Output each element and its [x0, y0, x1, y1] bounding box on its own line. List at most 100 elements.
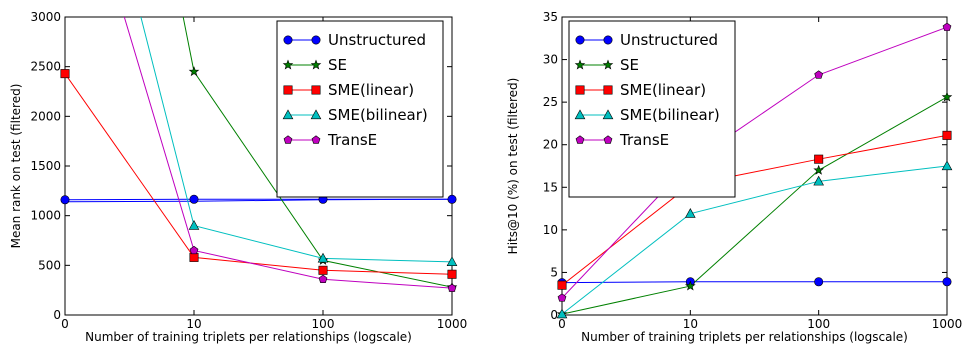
chart-2-legend-sme-bilinear-marker: [574, 109, 586, 120]
chart-1-legend-unstructured-label: Unstructured: [328, 31, 426, 49]
chart-2-legend-sme-linear-label: SME(linear): [620, 81, 706, 99]
chart-2-series-sme-bilinear-point: [556, 308, 568, 319]
chart-2-series-se-point: [685, 280, 696, 291]
chart-2-legend-unstructured-marker: [575, 35, 585, 45]
chart-2-series-unstructured-line: [562, 281, 947, 284]
chart-1-series-sme-bilinear-point: [317, 252, 329, 263]
chart-2-legend-transe-marker: [575, 135, 585, 144]
chart-1-legend-sme-bilinear-marker: [310, 109, 322, 120]
chart-1-series-sme-bilinear-point: [446, 256, 458, 266]
chart-1-series-transe-point: [447, 283, 457, 292]
chart-2-y-tick-label: 35: [543, 10, 558, 24]
chart-2: 0 5 10 15 20 25 30 35 0 10 100 1000 Number of traini…: [506, 10, 962, 344]
chart-2-y-axis-label: Hits@10 (%) on test (filtered): [506, 78, 520, 255]
chart-2-series-sme-bilinear-line: [562, 165, 947, 315]
chart-2-series-unstructured-point: [942, 277, 952, 287]
chart-2-series-transe-point: [814, 70, 824, 79]
chart-2-y-tick-label: 20: [543, 138, 558, 152]
chart-2-series-unstructured-point: [814, 277, 824, 287]
chart-2-series-se-line: [562, 96, 947, 315]
chart-2-series-transe-line: [562, 26, 947, 299]
chart-2-y-tick-label: 25: [543, 95, 558, 109]
chart-1-legend-transe-marker: [311, 135, 321, 144]
chart-2-x-axis-label: Number of training triplets per relation…: [581, 330, 908, 344]
chart-1-series-unstructured-point: [189, 194, 199, 204]
chart-2-x-tick-label: 0: [558, 317, 566, 331]
chart-2-series-transe-point: [942, 22, 952, 31]
chart-1-y-tick-label: 1000: [30, 209, 61, 223]
chart-2-series-se-point: [941, 91, 953, 102]
chart-1-series-sme-bilinear-line: [140, 17, 452, 263]
chart-1-series-sme-linear-line: [65, 73, 452, 275]
chart-1-legend-se-marker: [282, 59, 294, 70]
chart-1-y-tick-label: 3000: [30, 10, 61, 24]
chart-1-series-se-line: [182, 17, 452, 288]
chart-1-series-transe-line: [123, 17, 452, 289]
chart-2-legend-unstructured-label: Unstructured: [620, 31, 718, 49]
chart-2-y-tick-label: 15: [543, 180, 558, 194]
chart-1-x-tick-label: 100: [312, 317, 335, 331]
chart-1-series-sme-linear-point: [318, 265, 328, 275]
chart-1-legend-unstructured-marker: [311, 35, 321, 45]
chart-2-x-tick-label: 1000: [932, 317, 963, 331]
chart-2-legend-se-marker: [574, 59, 586, 70]
chart-1: 0 500 1000 1500 2000 2500 3000 0 10 100 1000 Number…: [9, 10, 468, 344]
chart-2-legend-transe-marker: [603, 135, 613, 144]
chart-2-legend-se-label: SE: [620, 56, 639, 74]
chart-1-series-unstructured-line: [65, 198, 452, 203]
chart-2-y-tick-label: 5: [550, 265, 558, 279]
chart-2-legend-unstructured-marker: [603, 35, 613, 45]
chart-2-y-tick-label: 10: [543, 223, 558, 237]
chart-2-legend-sme-bilinear-label: SME(bilinear): [620, 106, 720, 124]
chart-2-series-se-point: [813, 164, 824, 175]
chart-1-legend-se-marker: [310, 59, 322, 70]
chart-2-legend: Unstructured SE SME(linear) SME(bilinear) Tr…: [568, 20, 736, 198]
chart-2-y-tick-label: 0: [550, 308, 558, 322]
chart-1-x-axis-label: Number of training triplets per relation…: [85, 330, 412, 344]
chart-1-legend-sme-bilinear-label: SME(bilinear): [328, 106, 428, 124]
chart-2-series-sme-bilinear-point: [941, 160, 953, 171]
chart-1-series-unstructured-point: [60, 195, 70, 205]
chart-1-legend-sme-linear-marker: [283, 85, 293, 95]
chart-1-legend: Unstructured SE SME(linear) SME(bilinear) Tr…: [276, 20, 444, 198]
chart-1-legend-unstructured-marker: [283, 35, 293, 45]
chart-1-series-sme-linear-point: [60, 69, 70, 79]
chart-1-y-tick-label: 500: [38, 258, 61, 272]
chart-1-x-tick-label: 10: [186, 317, 201, 331]
chart-1-series-sme-bilinear-point: [188, 219, 200, 230]
chart-1-y-tick-label: 2000: [30, 109, 61, 123]
chart-2-legend-sme-linear-marker: [603, 85, 613, 95]
chart-1-series-sme-linear-point: [189, 252, 199, 262]
chart-2-x-tick-label: 100: [807, 317, 830, 331]
chart-1-y-tick-label: 0: [53, 308, 61, 322]
chart-1-x-tick-label: 0: [61, 317, 69, 331]
chart-1-y-tick-label: 2500: [30, 60, 61, 74]
chart-1-legend-transe-marker: [283, 135, 293, 144]
chart-2-series-sme-linear-point: [942, 130, 952, 140]
chart-2-series-transe-point: [557, 293, 567, 302]
chart-1-series-transe-point: [318, 274, 328, 283]
chart-1-y-tick-label: 1500: [30, 159, 61, 173]
chart-1-series-se-point: [188, 66, 200, 77]
chart-2-y-tick-label: 30: [543, 53, 558, 67]
chart-1-legend-sme-linear-marker: [311, 85, 321, 95]
chart-1-y-axis-label: Mean rank on test (filtered): [9, 84, 23, 249]
chart-1-legend-sme-bilinear-marker: [282, 109, 294, 120]
chart-2-legend-se-marker: [602, 59, 614, 70]
chart-1-legend-sme-linear-label: SME(linear): [328, 81, 414, 99]
chart-1-legend-transe-label: TransE: [327, 131, 377, 149]
chart-2-legend-sme-linear-marker: [575, 85, 585, 95]
chart-2-legend-sme-bilinear-marker: [602, 109, 614, 120]
chart-1-legend-se-label: SE: [328, 56, 347, 74]
chart-2-plot-area: [562, 26, 947, 315]
chart-1-series-sme-linear-point: [447, 269, 457, 279]
chart-1-x-tick-label: 1000: [437, 317, 468, 331]
chart-2-x-tick-label: 10: [683, 317, 698, 331]
chart-2-series-sme-linear-point: [814, 154, 824, 164]
chart-2-series-sme-bilinear-point: [813, 175, 824, 186]
chart-1-series-unstructured-point: [447, 194, 457, 204]
chart-1-legend-frame: [276, 20, 444, 198]
chart-1-plot-area: [65, 17, 452, 289]
chart-2-legend-frame: [568, 20, 736, 198]
